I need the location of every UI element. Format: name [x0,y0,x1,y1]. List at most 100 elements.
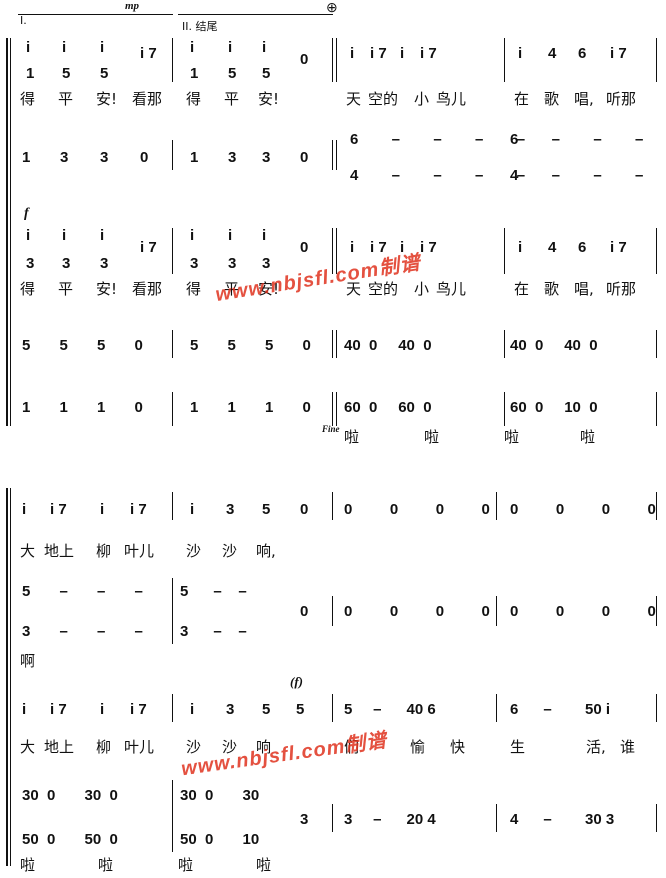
note-group: 40 0 40 0 [510,337,598,354]
note-group: 60 0 10 0 [510,399,598,416]
lyric: 啦 [424,428,440,446]
volta-2-line [178,14,333,15]
note-group: i 7 [140,239,157,256]
lyric: 安! [96,90,118,108]
watermark: www.nbjsfl.com制谱 [179,729,389,781]
note-group: 5 5 5 0 [22,337,143,354]
note-group: i [518,45,523,62]
note-group: 1 1 1 0 [190,399,311,416]
note-group: 40 0 40 0 [344,337,432,354]
note-group: i [228,227,233,244]
note-group: 0 [300,501,309,518]
note-group: i [190,701,195,718]
lyric: 小 [414,280,430,298]
note-group: 1 1 1 0 [22,399,143,416]
note-group: 6 – – – – [350,131,526,148]
note-group: 5 5 5 0 [190,337,311,354]
note-group: i [190,501,195,518]
note-group: 3 – – [180,623,247,640]
note-group: 5 [62,65,71,82]
note-group: 50 0 10 [180,831,260,848]
dynamic-f: f [24,206,29,221]
lyric: 啊 [20,652,36,670]
note-group: 3 [62,255,71,272]
lyric: 听那 [606,90,637,108]
volta-2-label: II. 结尾 [182,20,218,33]
note-group: 5 [262,501,271,518]
lyric: 唱, [574,90,594,108]
note-group: 0 0 0 0 [344,501,490,518]
note-group: 0 [300,239,309,256]
note-group: i [100,501,105,518]
lyric: 啦 [344,428,360,446]
lyric: 谁 [620,738,636,756]
lyric: 平 [58,280,74,298]
note-group: i [350,45,355,62]
lyric: 啦 [20,856,36,874]
note-group: i [62,39,67,56]
note-group: i [190,39,195,56]
lyric: 啦 [178,856,194,874]
lyric: 安! [96,280,118,298]
note-group: 4 – 30 3 [510,811,615,828]
lyric: 地上 [44,542,75,560]
lyric: 沙 [222,542,238,560]
note-group: i 7 [370,239,387,256]
note-group: i [26,39,31,56]
note-group: 6 – – – [510,131,644,148]
lyric: 看那 [132,90,163,108]
lyric: 唱, [574,280,594,298]
lyric: 响 [256,738,272,756]
lyric: 平 [224,90,240,108]
note-group: 3 [100,149,109,166]
note-group: i [26,227,31,244]
note-group: i 7 [610,239,627,256]
note-group: 0 [140,149,149,166]
lyric: 快 [450,738,466,756]
note-group: i [518,239,523,256]
note-group: i 7 [50,701,67,718]
lyric: 得 [20,90,36,108]
lyric: 叶儿 [124,542,155,560]
note-group: i [400,45,405,62]
note-group: 6 [578,45,587,62]
note-group: 3 [26,255,35,272]
note-group: 0 0 0 0 [510,501,656,518]
lyric: 鸟儿 [436,280,467,298]
lyric: 沙 [186,542,202,560]
lyric: 愉 [410,738,426,756]
lyric: 活, [586,738,606,756]
barline [172,38,173,82]
note-group: 4 [548,239,557,256]
lyric: 响, [256,542,276,560]
note-group: 3 [262,255,271,272]
note-group: 5 [262,701,271,718]
note-group: 30 0 30 [180,787,260,804]
note-group: i [22,701,27,718]
lyric: 看那 [132,280,163,298]
lyric: 平 [224,280,240,298]
note-group: 1 [22,149,31,166]
note-group: 3 – 20 4 [344,811,436,828]
note-group: 1 [26,65,35,82]
lyric: 得 [186,280,202,298]
system-bracket-inner [10,38,11,426]
lyric: 啦 [98,856,114,874]
note-group: i [62,227,67,244]
note-group: 0 0 0 0 [344,603,490,620]
note-group: i 7 [370,45,387,62]
note-group: 3 [262,149,271,166]
volta-1-label: I. [20,14,27,27]
lyric: 天 [346,90,362,108]
note-group: 60 0 60 0 [344,399,432,416]
lyric: 空的 [368,90,399,108]
double-barline [332,38,333,82]
note-group: i 7 [130,501,147,518]
note-group: i 7 [420,239,437,256]
lyric: 平 [58,90,74,108]
note-group: 5 – – [180,583,247,600]
lyric: 听那 [606,280,637,298]
note-group: i [400,239,405,256]
lyric: 鸟儿 [436,90,467,108]
fine-marking: Fine [322,424,340,434]
